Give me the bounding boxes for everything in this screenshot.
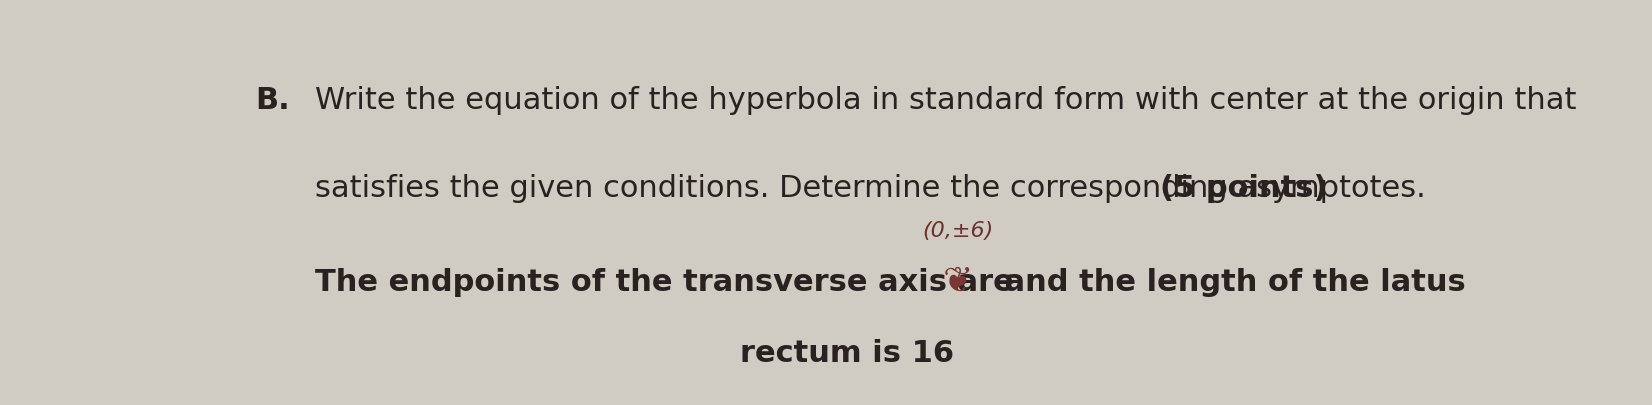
Text: The endpoints of the transverse axis are: The endpoints of the transverse axis are — [316, 267, 1024, 296]
Text: and the length of the latus: and the length of the latus — [995, 267, 1465, 296]
Text: ❦: ❦ — [943, 264, 973, 298]
Text: Write the equation of the hyperbola in standard form with center at the origin t: Write the equation of the hyperbola in s… — [316, 86, 1576, 115]
Text: (0,±6): (0,±6) — [922, 220, 993, 240]
Text: (5 points): (5 points) — [1160, 173, 1328, 202]
Text: satisfies the given conditions. Determine the corresponding asymptotes.: satisfies the given conditions. Determin… — [316, 173, 1436, 202]
Text: B.: B. — [254, 86, 289, 115]
Text: rectum is 16: rectum is 16 — [740, 339, 953, 368]
